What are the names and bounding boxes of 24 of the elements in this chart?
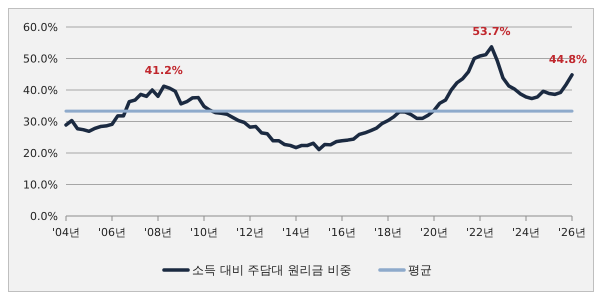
x-tick-label: '06년 — [98, 226, 126, 239]
legend-label: 소득 대비 주담대 원리금 비중 — [192, 263, 352, 277]
y-tick-label: 60.0% — [23, 21, 58, 34]
x-tick-label: '24년 — [512, 226, 540, 239]
x-tick-label: '26년 — [558, 226, 586, 239]
x-tick-label: '04년 — [52, 226, 80, 239]
x-tick-label: '20년 — [420, 226, 448, 239]
annotation: 53.7% — [472, 24, 511, 38]
x-tick-label: '22년 — [466, 226, 494, 239]
legend-label: 평균 — [408, 263, 432, 277]
y-tick-label: 20.0% — [23, 147, 58, 160]
annotation: 44.8% — [548, 52, 588, 66]
x-tick-label: '10년 — [190, 226, 218, 239]
y-tick-label: 0.0% — [30, 210, 58, 223]
x-tick-label: '12년 — [236, 226, 264, 239]
annotation: 41.2% — [144, 64, 183, 78]
y-tick-label: 30.0% — [23, 116, 58, 128]
y-tick-label: 10.0% — [23, 178, 58, 192]
x-tick-label: '18년 — [374, 226, 402, 239]
y-tick-label: 40.0% — [23, 84, 58, 97]
y-tick-label: 50.0% — [23, 52, 58, 66]
x-tick-label: '08년 — [144, 226, 172, 239]
x-tick-label: '14년 — [282, 226, 310, 239]
x-tick-label: '16년 — [328, 226, 356, 239]
